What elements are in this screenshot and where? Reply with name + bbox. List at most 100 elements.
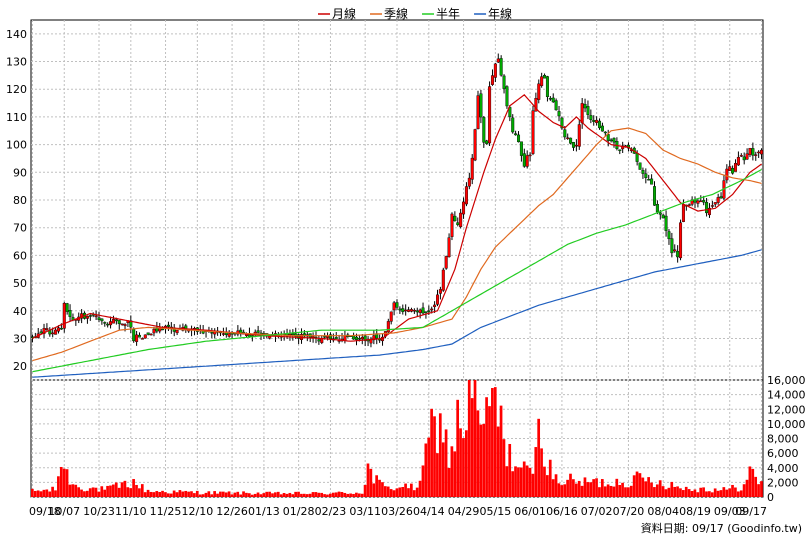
candle-body	[589, 115, 593, 120]
candle-body	[490, 75, 494, 85]
volume-bar	[699, 487, 703, 497]
candle-body	[644, 173, 648, 179]
candle-body	[754, 154, 758, 156]
volume-bar	[679, 488, 682, 497]
candle-body	[757, 151, 761, 154]
volume-bar	[476, 410, 480, 497]
candle-body	[120, 323, 124, 325]
price-tick-label: 80	[13, 194, 27, 207]
x-tick-label: 01/13	[248, 505, 280, 518]
volume-bar	[681, 490, 685, 497]
volume-bar	[343, 492, 347, 497]
volume-bar	[670, 481, 674, 497]
volume-bar	[54, 490, 57, 497]
volume-bar	[288, 492, 292, 497]
candle-body	[621, 145, 625, 150]
volume-bar	[612, 486, 616, 497]
candle-body	[508, 107, 512, 118]
volume-bar	[676, 486, 679, 497]
candle-body	[317, 339, 321, 342]
volume-bar	[80, 489, 83, 497]
candle-body	[673, 249, 677, 252]
candle-body	[438, 289, 442, 294]
candle-body	[161, 328, 165, 331]
volume-tick-label: 14,000	[767, 389, 806, 402]
candle-body	[395, 302, 399, 308]
volume-bar	[103, 489, 107, 497]
volume-bar	[221, 491, 225, 497]
volume-bar	[216, 493, 219, 497]
candle-body	[699, 200, 703, 203]
volume-bar	[441, 442, 445, 497]
volume-bar	[326, 494, 329, 497]
candle-body	[68, 310, 72, 317]
candle-body	[227, 333, 231, 337]
volume-bar	[505, 466, 509, 497]
volume-bar	[629, 485, 633, 497]
volume-bar	[297, 491, 300, 497]
candle-body	[719, 196, 723, 199]
volume-bar	[470, 398, 474, 497]
volume-bar	[508, 443, 512, 497]
x-tick-label: 08/19	[679, 505, 711, 518]
volume-bar	[638, 473, 642, 497]
candle-body	[505, 86, 509, 107]
volume-bar	[418, 480, 422, 497]
candle-body	[453, 215, 457, 222]
volume-bar	[667, 487, 671, 497]
x-tick-label: 10/07	[48, 505, 80, 518]
candle-body	[751, 148, 755, 156]
candle-body	[103, 322, 107, 324]
volume-bar	[456, 399, 460, 497]
volume-bar	[71, 484, 75, 497]
candle-body	[467, 177, 471, 187]
candle-body	[424, 311, 428, 313]
candle-body	[464, 186, 468, 205]
volume-bar	[482, 423, 486, 497]
candle-body	[401, 308, 405, 312]
candle-body	[745, 153, 749, 160]
volume-bar	[250, 494, 254, 497]
volume-bar	[586, 482, 590, 497]
volume-bar	[285, 493, 289, 497]
volume-bar	[109, 485, 112, 497]
candle-body	[574, 144, 578, 147]
volume-bar	[615, 478, 619, 497]
candle-body	[59, 327, 63, 330]
volume-bar	[305, 494, 309, 497]
candle-body	[609, 139, 613, 142]
volume-bar	[618, 485, 622, 497]
volume-bar	[572, 479, 575, 497]
volume-bar	[554, 474, 558, 497]
volume-bar	[722, 487, 726, 497]
volume-bar	[51, 486, 54, 497]
candle-body	[522, 153, 526, 167]
volume-bar	[114, 482, 118, 497]
candle-body	[577, 124, 581, 147]
volume-bar	[282, 493, 286, 497]
candle-body	[641, 170, 645, 174]
volume-bar	[436, 453, 439, 497]
volume-bar	[647, 477, 650, 497]
candle-body	[65, 303, 69, 312]
volume-bar	[404, 483, 407, 497]
volume-bar	[77, 487, 80, 497]
volume-bar	[207, 491, 211, 497]
x-tick-label: 04/14	[413, 505, 445, 518]
volume-bar	[725, 489, 729, 497]
candle-body	[681, 204, 685, 222]
candle-body	[485, 140, 489, 144]
ma-line-month_ma	[32, 93, 762, 342]
candle-body	[566, 137, 570, 139]
candle-body	[517, 134, 521, 143]
candle-body	[731, 168, 735, 174]
candle-body	[117, 320, 121, 324]
candle-body	[54, 329, 58, 335]
candle-body	[554, 100, 558, 111]
candle-body	[135, 334, 139, 342]
volume-bar	[308, 493, 312, 497]
candle-body	[658, 212, 662, 215]
volume-bar	[499, 405, 503, 497]
candle-body	[372, 335, 376, 341]
